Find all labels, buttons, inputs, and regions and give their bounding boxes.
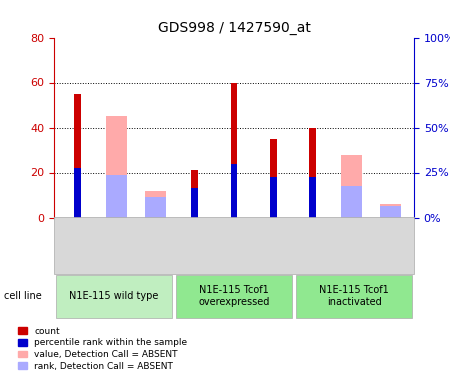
Bar	[106, 116, 127, 218]
FancyBboxPatch shape	[176, 274, 292, 318]
Text: GSM34979: GSM34979	[151, 220, 161, 273]
Text: N1E-115 Tcof1
inactivated: N1E-115 Tcof1 inactivated	[319, 285, 389, 307]
Bar	[74, 94, 81, 218]
Bar	[145, 190, 166, 217]
Bar	[270, 139, 277, 218]
Bar	[270, 177, 277, 218]
Bar	[145, 197, 166, 217]
Text: N1E-115 Tcof1
overexpressed: N1E-115 Tcof1 overexpressed	[198, 285, 270, 307]
Text: cell line: cell line	[4, 291, 42, 301]
Bar	[380, 206, 401, 218]
Text: GSM34977: GSM34977	[72, 220, 82, 273]
Legend: count, percentile rank within the sample, value, Detection Call = ABSENT, rank, : count, percentile rank within the sample…	[18, 327, 187, 371]
Bar	[341, 186, 362, 218]
Bar	[380, 204, 401, 218]
Bar	[230, 164, 238, 218]
FancyBboxPatch shape	[296, 274, 412, 318]
Bar	[230, 82, 238, 218]
Bar	[106, 175, 127, 217]
Bar	[74, 168, 81, 217]
Text: GSM34969: GSM34969	[229, 220, 239, 273]
Text: GSM34981: GSM34981	[346, 220, 356, 273]
Bar	[309, 128, 316, 218]
Bar	[341, 154, 362, 218]
Text: N1E-115 wild type: N1E-115 wild type	[69, 291, 159, 301]
Title: GDS998 / 1427590_at: GDS998 / 1427590_at	[158, 21, 310, 35]
Text: GSM34978: GSM34978	[112, 220, 122, 273]
Bar	[191, 188, 198, 218]
Text: GSM34980: GSM34980	[307, 220, 317, 273]
Text: GSM34982: GSM34982	[386, 220, 396, 273]
Bar	[191, 170, 198, 217]
Bar	[309, 177, 316, 218]
Text: GSM34970: GSM34970	[268, 220, 278, 273]
Text: GSM34968: GSM34968	[190, 220, 200, 273]
FancyBboxPatch shape	[56, 274, 172, 318]
